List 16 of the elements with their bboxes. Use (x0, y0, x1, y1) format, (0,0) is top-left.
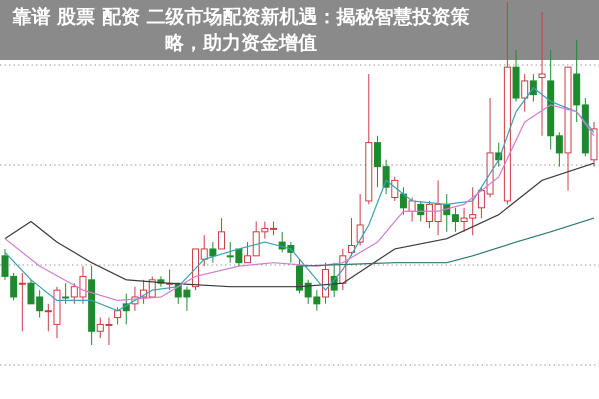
candlestick (183, 286, 190, 312)
candlestick (209, 242, 216, 264)
candlestick (218, 218, 226, 250)
candlestick (400, 186, 407, 216)
candlestick (556, 132, 563, 168)
candlestick (391, 176, 398, 202)
candlestick (313, 290, 320, 312)
candlestick (235, 248, 242, 267)
candlestick (348, 218, 355, 256)
candlestick (538, 12, 546, 136)
candlestick (356, 194, 364, 246)
candlestick (521, 74, 528, 112)
text: 靠谱 股票 配资 二级市场配资新机遇：揭秘智慧投资策略，助力资金增值 (12, 5, 470, 56)
candlestick (18, 272, 26, 332)
candlestick (226, 242, 234, 264)
candlestick (114, 306, 122, 325)
